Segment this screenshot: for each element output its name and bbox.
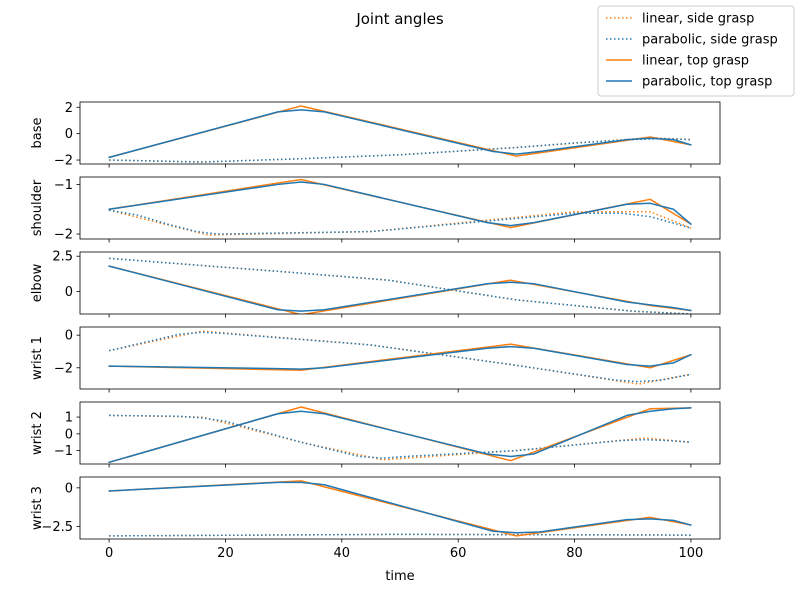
y-tick-label: 2.5 bbox=[52, 250, 73, 265]
x-tick-label: 20 bbox=[217, 546, 234, 561]
series-linear-top-grasp bbox=[108, 105, 692, 159]
series-linear-side-grasp bbox=[109, 533, 691, 537]
y-axis-label-wrist-2: wrist 2 bbox=[30, 411, 45, 455]
legend-label: parabolic, side grasp bbox=[642, 33, 778, 48]
series-parabolic-top-grasp bbox=[108, 181, 692, 227]
series-linear-top-grasp bbox=[108, 343, 692, 371]
subplot-shoulder: −2 −1 shoulder bbox=[30, 176, 721, 243]
y-tick-label: −2 bbox=[54, 361, 73, 376]
y-axis-label-wrist-1: wrist 1 bbox=[30, 336, 45, 380]
series-group bbox=[108, 178, 692, 236]
series-linear-top-grasp bbox=[108, 265, 692, 314]
series-parabolic-side-grasp bbox=[109, 533, 691, 537]
series-linear-top-grasp bbox=[108, 480, 692, 537]
x-tick-label: 60 bbox=[450, 546, 467, 561]
axes-frame bbox=[79, 101, 721, 165]
legend-entry-parabolic-side-grasp: parabolic, side grasp bbox=[606, 33, 778, 48]
axes-frame bbox=[79, 476, 721, 540]
series-linear-top-grasp bbox=[108, 406, 692, 464]
series-parabolic-side-grasp bbox=[109, 414, 691, 459]
series-parabolic-side-grasp bbox=[108, 209, 692, 235]
legend-label: linear, top grasp bbox=[642, 54, 749, 69]
y-tick-label: 0 bbox=[65, 329, 73, 344]
y-tick-label: −2 bbox=[54, 228, 73, 243]
x-tick-label: 80 bbox=[566, 546, 583, 561]
subplot-wrist-3: −2.5 0 0 20 40 60 80 100 wrist 3 bbox=[30, 476, 721, 561]
series-linear-side-grasp bbox=[109, 136, 691, 163]
series-linear-side-grasp bbox=[108, 209, 692, 236]
legend-label: linear, side grasp bbox=[642, 12, 754, 27]
y-tick-label: 0 bbox=[65, 127, 73, 142]
series-group bbox=[108, 330, 692, 385]
series-group bbox=[108, 105, 692, 163]
legend-frame bbox=[597, 5, 795, 97]
y-axis-label-wrist-3: wrist 3 bbox=[30, 486, 45, 530]
series-group bbox=[108, 406, 692, 464]
legend: linear, side grasp parabolic, side grasp l… bbox=[597, 5, 795, 97]
y-tick-label: −1 bbox=[54, 444, 73, 459]
x-tick-label: 0 bbox=[105, 546, 113, 561]
series-parabolic-top-grasp bbox=[108, 345, 692, 370]
axes-frame bbox=[79, 401, 721, 465]
series-group bbox=[108, 480, 692, 537]
series-parabolic-top-grasp bbox=[108, 407, 692, 464]
x-tick-label: 100 bbox=[678, 546, 703, 561]
series-group bbox=[108, 257, 692, 314]
subplot-wrist-1: −2 0 wrist 1 bbox=[30, 326, 721, 393]
y-tick-label: 0 bbox=[65, 285, 73, 300]
series-linear-side-grasp bbox=[109, 257, 691, 314]
series-linear-top-grasp bbox=[108, 178, 692, 229]
y-tick-label: −2.5 bbox=[41, 520, 73, 535]
y-axis-label-shoulder: shoulder bbox=[30, 179, 45, 236]
legend-label: parabolic, top grasp bbox=[642, 75, 772, 90]
y-tick-label: 0 bbox=[65, 481, 73, 496]
y-tick-label: −2 bbox=[54, 154, 73, 169]
x-axis-label: time bbox=[385, 569, 414, 584]
axes-frame bbox=[79, 176, 721, 240]
y-axis-label-base: base bbox=[30, 118, 45, 149]
series-parabolic-top-grasp bbox=[108, 481, 692, 534]
subplot-wrist-2: −1 01 wrist 2 bbox=[30, 401, 721, 468]
legend-entry-linear-top-grasp: linear, top grasp bbox=[606, 54, 749, 69]
y-axis-label-elbow: elbow bbox=[30, 263, 45, 302]
y-tick-label: 1 bbox=[65, 411, 73, 426]
x-tick-label: 40 bbox=[334, 546, 351, 561]
legend-entry-parabolic-top-grasp: parabolic, top grasp bbox=[606, 75, 772, 90]
y-tick-label: 2 bbox=[65, 101, 73, 116]
y-tick-label: 0 bbox=[65, 427, 73, 442]
axes-frame bbox=[79, 326, 721, 390]
series-linear-side-grasp bbox=[109, 414, 691, 461]
series-parabolic-side-grasp bbox=[108, 331, 692, 383]
series-parabolic-top-grasp bbox=[108, 265, 692, 312]
series-parabolic-side-grasp bbox=[109, 257, 691, 314]
series-parabolic-top-grasp bbox=[108, 109, 692, 159]
legend-entries: linear, side grasp parabolic, side grasp l… bbox=[606, 12, 778, 90]
figure-title: Joint angles bbox=[355, 10, 444, 28]
subplot-elbow: 0 2.5 elbow bbox=[30, 250, 721, 318]
subplot-base: −2 0 2 base bbox=[30, 101, 721, 169]
y-tick-label: −1 bbox=[54, 178, 73, 193]
axes-frame bbox=[79, 251, 721, 315]
legend-entry-linear-side-grasp: linear, side grasp bbox=[606, 12, 754, 27]
